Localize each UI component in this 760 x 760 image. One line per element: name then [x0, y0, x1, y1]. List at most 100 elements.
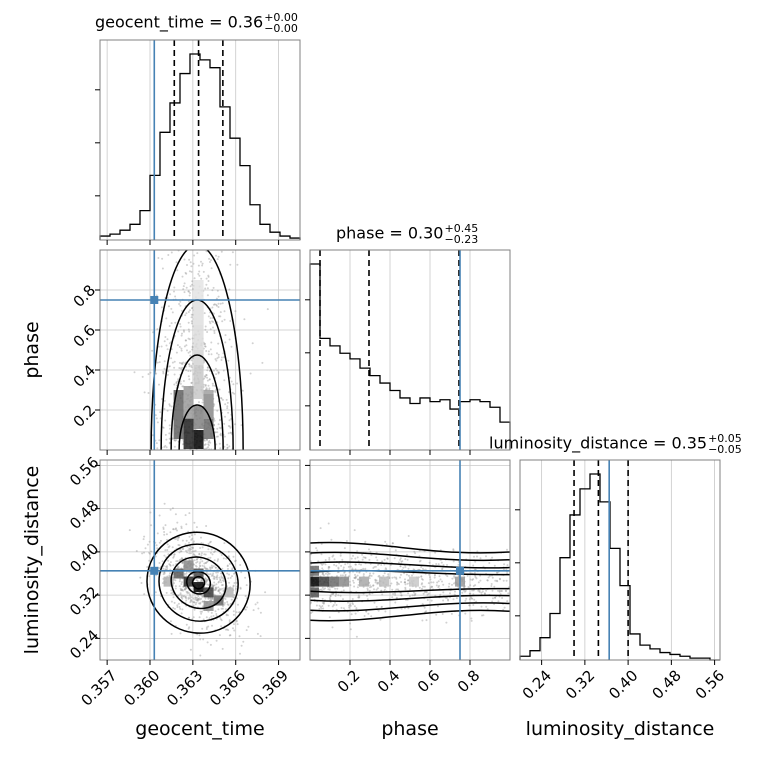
sample-point [470, 619, 473, 622]
sample-point [354, 557, 357, 560]
sample-point [201, 546, 204, 549]
sample-point [184, 314, 187, 317]
truth-marker [456, 566, 464, 575]
contour-1 [310, 551, 510, 612]
sample-point [223, 310, 226, 313]
sample-point [202, 270, 205, 273]
sample-point [331, 626, 334, 629]
sample-point [172, 596, 175, 599]
sample-point [394, 601, 397, 604]
sample-point [177, 602, 180, 605]
sample-point [239, 586, 242, 589]
sample-point [177, 566, 180, 569]
sample-point [404, 581, 406, 584]
sample-point [207, 578, 210, 581]
sample-point [404, 583, 407, 586]
sample-point [212, 614, 215, 617]
sample-point [162, 370, 165, 373]
sample-point [142, 538, 145, 541]
sample-point [197, 273, 200, 275]
sample-point [251, 342, 254, 345]
sample-point [464, 599, 467, 602]
sample-point [418, 560, 421, 563]
sample-point [452, 560, 455, 563]
sample-point [179, 382, 182, 385]
density-cell [203, 600, 214, 611]
sample-point [213, 584, 216, 587]
sample-point [189, 599, 192, 602]
sample-point [220, 619, 223, 622]
density-cell [193, 300, 204, 365]
sample-point [229, 263, 232, 266]
sample-point [170, 322, 173, 325]
sample-point [178, 558, 181, 561]
sample-point [155, 442, 158, 445]
sample-point [439, 578, 442, 581]
sample-point [173, 553, 176, 556]
sample-point [342, 589, 345, 592]
sample-point [209, 348, 212, 351]
sample-point [474, 576, 477, 579]
sample-point [195, 565, 198, 568]
sample-point [213, 577, 216, 580]
sample-point [447, 599, 450, 602]
sample-point [135, 550, 138, 552]
sample-point [167, 305, 170, 308]
density-cell [193, 350, 204, 399]
sample-point [207, 610, 210, 613]
sample-point [173, 383, 176, 386]
sample-point [321, 563, 324, 566]
sample-point [185, 572, 188, 575]
sample-point [143, 593, 146, 596]
sample-point [162, 567, 165, 570]
x-tick-label-luminosity_distance: 0.32 [562, 666, 598, 702]
sample-point [182, 443, 184, 446]
sample-point [228, 621, 231, 623]
sample-point [449, 592, 451, 595]
sample-point [174, 587, 177, 590]
sample-point [328, 556, 331, 559]
sample-point [337, 594, 340, 597]
sample-point [474, 560, 477, 563]
sample-point [210, 599, 213, 601]
sample-point [230, 431, 233, 434]
sample-point [200, 554, 203, 557]
sample-point [185, 586, 188, 589]
sample-point [498, 590, 501, 593]
sample-point [207, 315, 210, 318]
sample-point [327, 566, 330, 568]
sample-point [221, 579, 224, 582]
sample-point [158, 567, 161, 570]
density-cell [173, 390, 184, 439]
sample-point [190, 320, 193, 323]
density-cell [339, 576, 349, 587]
sample-point [213, 369, 215, 372]
sample-point [320, 588, 323, 591]
sample-point [222, 605, 224, 608]
sample-point [219, 432, 222, 435]
sample-point [330, 538, 333, 541]
sample-point [343, 547, 346, 550]
sample-point [206, 641, 209, 644]
sample-point [421, 587, 423, 590]
sample-point [164, 549, 167, 552]
sample-point [227, 425, 230, 427]
sample-point [208, 320, 211, 323]
sample-point [211, 624, 213, 627]
sample-point [408, 595, 411, 598]
sample-point [437, 586, 440, 589]
sample-point [187, 549, 190, 552]
sample-point [204, 328, 207, 331]
sample-point [397, 583, 400, 586]
sample-point [361, 558, 364, 561]
sample-point [205, 616, 208, 619]
sample-point [178, 606, 181, 608]
sample-point [433, 576, 436, 579]
sample-point [173, 438, 176, 441]
sample-point [377, 581, 380, 584]
sample-point [188, 294, 191, 297]
sample-point [412, 591, 415, 594]
sample-point [182, 361, 185, 364]
sample-point [451, 583, 453, 586]
sample-point [207, 353, 210, 356]
